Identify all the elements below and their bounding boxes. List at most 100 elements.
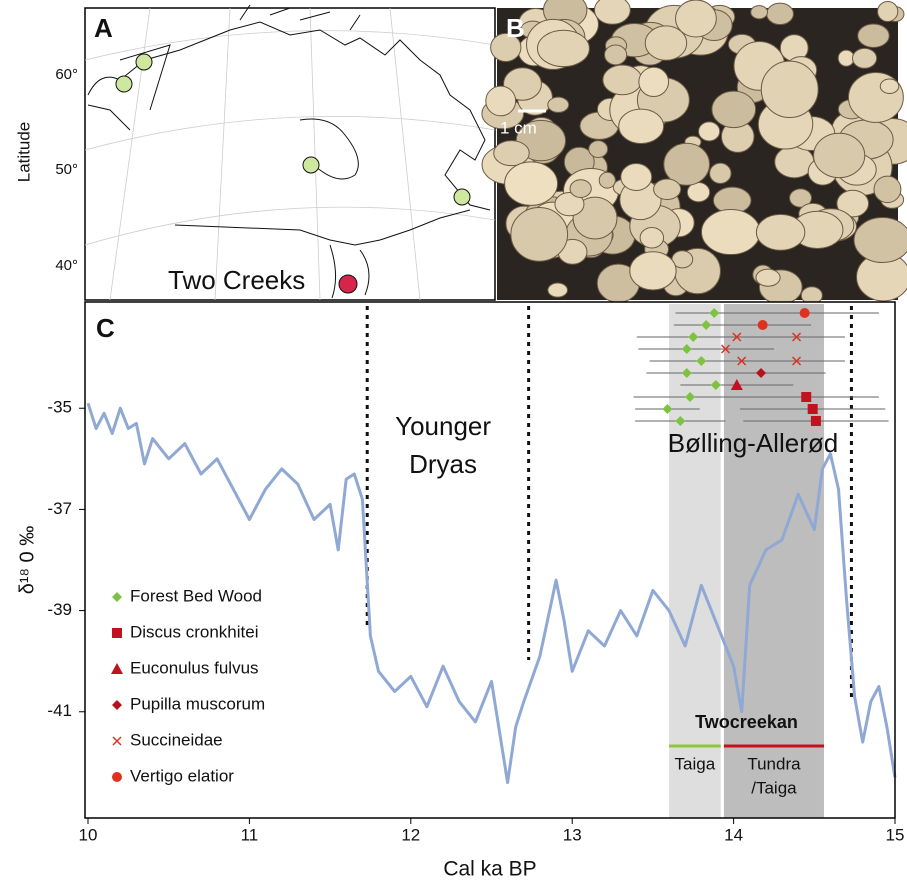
shell [879,78,900,94]
shell [639,227,665,249]
panel-b: B 1 cm [481,0,907,305]
marker [757,320,768,330]
zone-title: Twocreekan [695,712,798,732]
shell [485,85,517,117]
shell [604,44,628,66]
legend-marker [112,628,122,638]
marker [792,356,802,366]
zone-label: /Taiga [751,778,797,797]
x-axis-title: Cal ka BP [443,858,536,881]
legend-label: Discus cronkhitei [130,622,259,641]
marker [709,308,720,318]
legend-marker [112,772,122,782]
period-label: Bølling-Allerød [668,428,839,458]
shell [760,60,819,119]
marker [710,380,721,390]
site [453,188,471,206]
shell [851,47,878,69]
map-coastline [87,4,491,299]
map-frame [84,7,496,301]
marker [720,344,731,354]
zone-label: Tundra [747,754,801,773]
shell [620,163,653,191]
marker [732,332,742,342]
legend-label: Forest Bed Wood [130,586,262,605]
y-tick-label: -39 [47,600,72,619]
map-sites [115,53,471,294]
marker [801,392,812,402]
x-tick-label: 12 [401,825,420,844]
shell [588,140,609,159]
legend-label: Succineidae [130,730,223,749]
shell [789,188,813,208]
marker [730,379,743,390]
y-tick-label: 40° [55,257,78,274]
panel-a: A Two Creeks Latitude 60° 50° 40° [14,4,496,301]
shell [547,96,570,113]
period-label: Younger [395,411,491,441]
x-tick-label: 11 [241,825,259,844]
shell [813,132,866,179]
shell [709,162,732,185]
shell [536,29,590,68]
shell [644,25,688,61]
shell [618,108,665,144]
shell [877,0,899,23]
site-label: Two Creeks [168,265,305,295]
site [302,156,320,174]
marker [792,332,802,342]
shell [755,268,781,287]
shell [572,196,618,240]
site-two-creeks [338,274,358,294]
shells [481,0,907,305]
shell [653,178,682,200]
panel-c: 10 11 12 13 14 15 -35 -37 -39 -41 Cal ka BP δ¹⁸ 0 ‰… [16,301,905,881]
panel-label: A [94,13,113,43]
marker [701,320,712,330]
shell [711,90,757,129]
shell [750,5,769,20]
marker [685,392,696,402]
shell [873,175,902,204]
y-tick-label: -35 [47,398,72,417]
x-tick-label: 10 [79,825,98,844]
panel-label: C [96,313,115,343]
marker [807,404,818,414]
shell [697,121,721,142]
marker [810,416,821,426]
shell [490,32,522,62]
x-tick-label: 15 [886,825,905,844]
zone-shade [723,304,824,818]
marker [696,356,707,366]
panel-label: B [506,13,525,43]
shell [554,191,585,217]
marker [737,356,747,366]
shell [675,0,717,38]
zone-label: Taiga [675,754,716,773]
site [115,75,133,93]
shell [593,0,631,25]
y-tick-label: 50° [55,161,78,178]
shell [836,189,870,218]
y-tick-label: 60° [55,66,78,83]
shell [638,66,670,98]
shell [700,209,761,256]
marker [799,308,810,318]
shell [504,161,559,206]
period-label: Dryas [409,449,477,479]
shell [837,49,855,67]
shell [766,2,794,26]
legend-label: Pupilla muscorum [130,694,265,713]
marker [681,344,692,354]
series-line [86,402,897,785]
marker [756,368,767,378]
legend-marker [112,700,122,710]
y-axis-label: Latitude [14,122,33,183]
map-graticule [84,7,496,301]
legend-label: Vertigo elatior [130,766,234,785]
y-axis-title: δ¹⁸ 0 ‰ [16,526,38,594]
shell [755,213,806,251]
shell [598,171,616,189]
plot-frame [84,301,896,819]
